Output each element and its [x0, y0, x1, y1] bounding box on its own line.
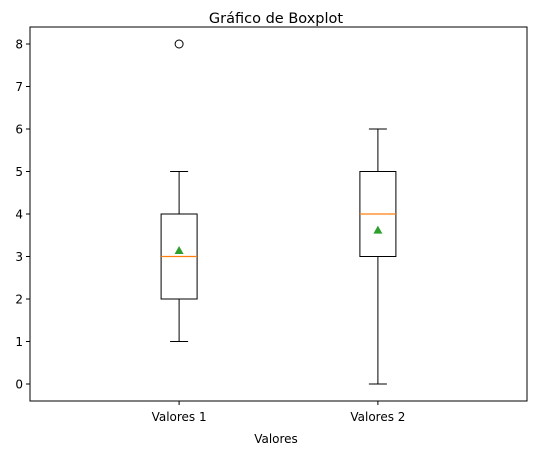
x-tick-label: Valores 1: [152, 410, 207, 424]
x-axis: Valores 1 Valores 2: [152, 401, 405, 424]
plot-area-frame: [29, 26, 528, 402]
box-series: [160, 39, 397, 385]
y-tick-label: 6: [15, 123, 23, 137]
x-axis-label: Valores: [254, 432, 298, 446]
box-group: [359, 128, 397, 385]
y-tick-label: 4: [15, 208, 23, 222]
outlier-point: [174, 39, 184, 49]
y-tick-label: 3: [15, 250, 23, 264]
y-tick-label: 2: [15, 293, 23, 307]
box-group: [160, 39, 198, 342]
mean-marker: [174, 246, 184, 255]
chart-title: Gráfico de Boxplot: [209, 11, 343, 27]
y-axis: 0 1 2 3 4 5 6 7 8: [15, 38, 30, 392]
y-tick-label: 0: [15, 378, 23, 392]
y-tick-label: 7: [15, 80, 23, 94]
x-tick-label: Valores 2: [350, 410, 405, 424]
y-tick-label: 8: [15, 38, 23, 52]
y-tick-label: 5: [15, 165, 23, 179]
mean-marker: [373, 225, 383, 234]
y-tick-label: 1: [15, 335, 23, 349]
